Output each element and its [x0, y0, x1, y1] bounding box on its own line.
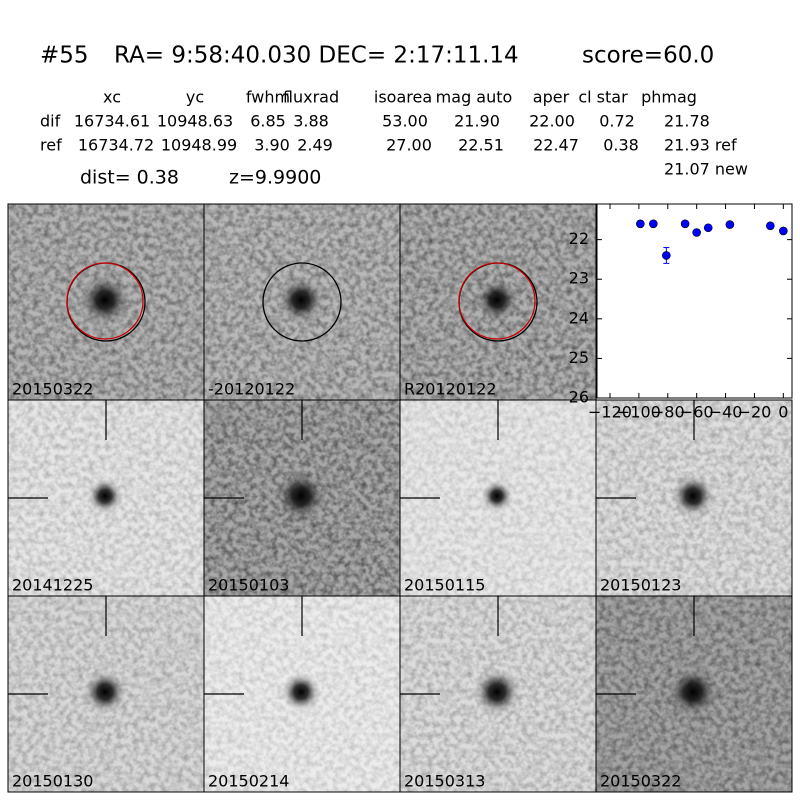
y-tick-label: 23: [569, 269, 589, 288]
source: [481, 480, 513, 512]
cell: 22.47: [533, 136, 579, 155]
column-header: cl star: [578, 88, 628, 107]
column-header: xc: [103, 88, 121, 107]
point: [766, 221, 775, 231]
source: [83, 670, 127, 714]
y-tick-label: 24: [569, 308, 589, 327]
aperture-red: [66, 262, 144, 340]
aperture: [262, 262, 342, 342]
source: [277, 276, 325, 324]
plot-frame: [596, 203, 793, 399]
cell: 16734.72: [78, 136, 154, 155]
stamp-label: 20150322: [12, 380, 93, 399]
point: [649, 219, 658, 229]
cell: 21.90: [454, 112, 500, 131]
stamp-grid: 20150322 -20120122 R20120122 20141225 201501…: [7, 203, 793, 793]
column-header: fluxrad: [283, 88, 339, 107]
column-header: aper: [533, 88, 570, 107]
source: [275, 470, 327, 522]
cell: 0.38: [603, 136, 639, 155]
cell: 21.78: [664, 112, 710, 131]
column-header: isoarea: [374, 88, 432, 107]
x-tick-label: −20: [738, 403, 772, 422]
row-label: dif: [40, 112, 61, 131]
phmag-new: 21.07 new: [664, 160, 748, 179]
stamp-label: 20150123: [600, 576, 681, 595]
x-tick-label: −80: [651, 403, 685, 422]
x-tick-label: −100: [617, 403, 661, 422]
stamp-label: 20150130: [12, 772, 93, 791]
light-curve: 22 23 24 25 26−120−100−80−60−40−20 0: [569, 203, 793, 422]
cell: 16734.61: [74, 112, 150, 131]
stamp-label: 20150214: [208, 772, 289, 791]
column-header: fwhm: [246, 88, 290, 107]
dist: dist= 0.38: [80, 167, 179, 189]
cell: 2.49: [297, 136, 333, 155]
stamp-frame: [595, 595, 793, 793]
cell: 10948.63: [157, 112, 233, 131]
x-tick-label: −40: [709, 403, 743, 422]
cell: 6.85: [250, 112, 286, 131]
source: [671, 474, 715, 518]
point: [703, 223, 713, 233]
source: [87, 478, 123, 514]
cell: 3.90: [254, 136, 290, 155]
point: [725, 220, 735, 229]
cell: 22.51: [458, 136, 504, 155]
column-header: yc: [186, 88, 204, 107]
stamp-label: 20150313: [404, 772, 485, 791]
source: [475, 278, 519, 322]
point: [636, 219, 645, 229]
coordinates: RA= 9:58:40.030 DEC= 2:17:11.14: [114, 43, 519, 69]
cell: 0.72: [599, 112, 635, 131]
source: [281, 672, 321, 712]
point: [662, 251, 671, 260]
z-value: z=9.9900: [229, 167, 321, 189]
score: score=60.0: [582, 43, 714, 69]
source: [79, 274, 131, 326]
point: [680, 219, 690, 229]
candidate-id: #55: [40, 43, 89, 69]
source: [667, 666, 719, 718]
x-tick-label: 0: [778, 403, 788, 422]
cell: 27.00: [386, 136, 432, 155]
source: [473, 668, 521, 716]
stamp-label: -20120122: [208, 380, 295, 399]
cell: 21.93 ref: [664, 136, 737, 155]
stamp-label: 20150322: [600, 772, 681, 791]
plot-area: [597, 204, 792, 398]
aperture-red: [458, 262, 536, 340]
y-tick-label: 26: [569, 388, 589, 407]
point: [779, 226, 788, 236]
column-header: phmag: [641, 88, 697, 107]
row-label: ref: [40, 136, 62, 155]
y-tick-label: 25: [569, 348, 589, 367]
stamp-label: 20150115: [404, 576, 485, 595]
x-tick-label: −60: [680, 403, 714, 422]
cell: 3.88: [293, 112, 329, 131]
cell: 22.00: [529, 112, 575, 131]
stamp-label: 20150103: [208, 576, 289, 595]
cell: 10948.99: [161, 136, 237, 155]
point: [692, 228, 701, 237]
stamp-label: 20141225: [12, 576, 93, 595]
y-tick-label: 22: [569, 229, 589, 248]
x-tick-label: −120: [588, 403, 632, 422]
column-header: mag auto: [436, 88, 513, 107]
cell: 53.00: [382, 112, 428, 131]
stamp-label: R20120122: [404, 380, 497, 399]
